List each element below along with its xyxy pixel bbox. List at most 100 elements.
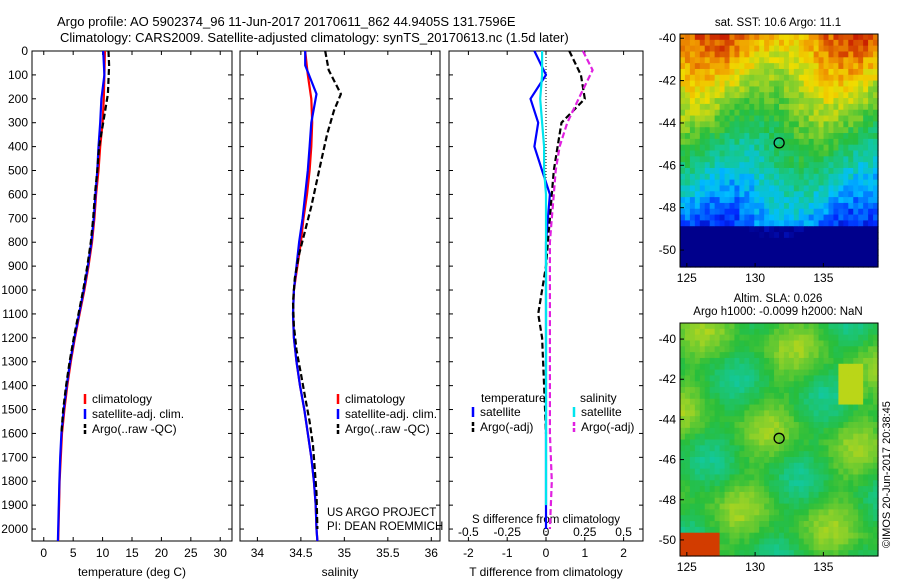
sst-map-cell [798,243,805,251]
sla-map-cell [823,497,830,505]
sla-map-cell [783,550,790,557]
sla-map-cell [843,392,849,400]
sst-map-cell [734,45,740,53]
sla-map-cell [863,357,869,365]
sla-map-cell [774,398,780,406]
sla-map-cell [744,410,750,417]
sla-map-cell [684,416,691,423]
sst-map-cell [833,255,839,262]
legend-label: satellite-adj. clim. [92,407,184,421]
sla-map-cell [729,486,736,493]
y-tick-label: 1100 [2,307,28,321]
sst-map-cell [813,57,820,64]
sla-map-cell [779,462,785,470]
sst-map-cell [724,226,731,233]
sst-map-cell [833,173,839,181]
sst-map-cell [714,34,721,41]
sst-map-cell [714,249,721,256]
sst-map-cell [729,98,736,105]
sla-map-cell [704,550,711,557]
sst-map-cell [783,63,790,70]
sst-map-cell [759,191,765,198]
sla-map-cell [709,474,716,481]
sst-map-cell [813,220,820,227]
sst-map-cell [818,243,825,251]
sla-map-cell [863,422,869,429]
sla-map-cell [843,451,849,458]
sst-map-cell [774,109,780,117]
sla-map-cell [739,451,745,458]
sla-map-cell [774,445,780,452]
sst-map-cell [828,173,835,181]
sst-map-cell [798,167,805,175]
sst-map-cell [803,208,810,216]
sst-map-cell [689,127,696,134]
sla-map-cell [783,323,790,330]
sst-map-cell [724,109,731,117]
sst-map-cell [739,191,745,198]
sla-map-cell [813,357,820,365]
sst-map-cell [863,74,869,82]
sla-map-cell [704,381,711,388]
sst-map-cell [783,57,790,64]
sla-map-cell [808,323,815,330]
x-tick-label: 1 [581,546,588,560]
sst-map-cell [739,261,745,268]
sst-map-cell [863,185,869,192]
sla-map-cell [833,369,839,377]
sst-map-cell [769,191,775,198]
sst-map-cell [853,208,859,216]
sla-map-cell [783,404,790,411]
sla-map-cell [853,497,859,505]
sla-map-cell [714,323,721,330]
sla-map-cell [699,538,706,545]
sst-map-cell [694,185,701,192]
sst-map-cell [714,92,721,99]
sla-map-cell [863,503,869,510]
sst-map-cell [724,51,731,58]
sla-map-cell [813,515,820,522]
sst-map-cell [823,197,830,204]
sst-map-cell [779,115,785,122]
sst-map-cell [848,74,854,82]
sla-map-cell [724,381,731,388]
sla-map-cell [823,398,830,406]
sla-map-cell [793,550,800,557]
sla-map-cell [749,439,755,446]
sla-map-cell [808,416,815,423]
sst-map-cell [868,68,874,76]
sst-map-cell [823,179,830,187]
sla-map-cell [803,392,810,400]
sst-map-cell [848,232,854,239]
sst-map-cell [779,57,785,64]
sla-map-cell [779,323,785,330]
sla-map-cell [818,375,825,382]
x-tick-label: 36 [425,546,439,560]
sst-map-cell [783,127,790,134]
sst-map-cell [863,197,869,204]
sst-map-cell [704,156,711,163]
sst-map-cell [734,80,740,88]
sst-map-cell [699,249,706,256]
sla-map-cell [843,468,849,476]
sst-map-cell [813,261,820,268]
sst-map-cell [803,115,810,122]
sla-map-cell [793,369,800,377]
sst-map-cell [719,138,726,146]
sst-map-cell [813,197,820,204]
sla-map-cell [724,532,731,540]
sst-map-cell [803,92,810,99]
sla-map-cell [719,468,726,476]
sla-map-cell [873,451,879,458]
sla-map-cell [843,538,849,545]
sst-map-cell [684,202,691,210]
sla-map-cell [709,503,716,510]
sst-map-cell [779,92,785,99]
sst-map-cell [863,144,869,152]
sla-map-cell [699,456,706,464]
sla-map-cell [788,439,795,446]
sla-map-cell [873,381,879,388]
sla-map-cell [759,422,765,429]
sst-map-cell [729,127,736,134]
sst-map-cell [709,68,716,76]
